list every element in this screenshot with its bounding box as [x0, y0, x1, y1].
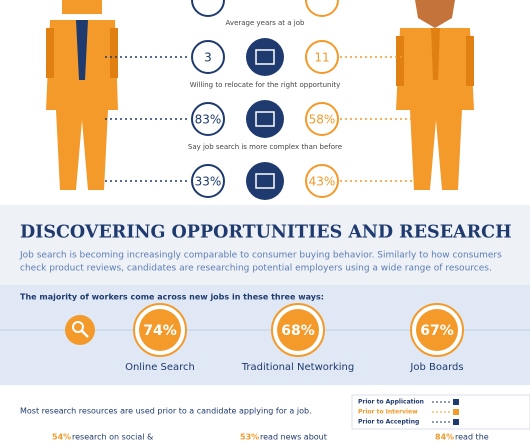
way-value: 74% [143, 323, 177, 339]
way-label: Traditional Networking [241, 362, 354, 373]
right-value: 58% [309, 113, 336, 127]
section-title: DISCOVERING OPPORTUNITIES AND RESEARCH [20, 223, 512, 243]
way-value: 68% [281, 323, 315, 339]
row-label: Willing to relocate for the right opport… [190, 81, 341, 89]
left-circle [191, 40, 225, 74]
right-circle [305, 40, 339, 74]
section-bg [0, 205, 530, 285]
legend-label: Prior to Application [358, 399, 424, 406]
icon-circle [246, 162, 284, 200]
legend-label: Prior to Interview [358, 409, 418, 416]
research-heading: Most research resources are used prior t… [20, 407, 312, 416]
icon [255, 111, 275, 127]
right-circle [305, 102, 339, 136]
left-circle [191, 102, 225, 136]
way-label: Online Search [125, 362, 195, 373]
resource-text: research on social & [72, 433, 153, 442]
way-circle [416, 309, 458, 351]
left-circle [191, 164, 225, 198]
ways-heading: The majority of workers come across new … [20, 293, 324, 302]
cut-circle [305, 0, 339, 17]
way-label: Job Boards [409, 362, 463, 373]
left-value: 83% [195, 113, 222, 127]
left-figure [46, 0, 118, 190]
way-circle [277, 309, 319, 351]
left-value: 33% [195, 175, 222, 189]
right-value: 43% [309, 175, 336, 189]
right-circle [305, 164, 339, 198]
resource-value: 54% [52, 433, 71, 442]
icon [255, 173, 275, 189]
icon [255, 49, 275, 65]
right-value: 11 [314, 51, 329, 65]
row-label: Say job search is more complex than befo… [188, 143, 342, 151]
way-value: 67% [420, 323, 454, 339]
left-value: 3 [204, 51, 212, 65]
legend-swatch [453, 409, 459, 415]
legend-label: Prior to Accepting [358, 419, 419, 426]
intro-line: check product reviews, candidates are re… [20, 264, 492, 274]
row-label: Average years at a job [226, 19, 305, 27]
resource-value: 53% [240, 433, 259, 442]
way-circle [139, 309, 181, 351]
cut-circle [191, 0, 225, 17]
icon-circle [246, 100, 284, 138]
right-figure [396, 0, 474, 190]
resource-value: 84% [435, 433, 454, 442]
resource-text: read the [455, 433, 489, 442]
icon-circle [246, 38, 284, 76]
search-icon [65, 315, 95, 345]
intro-line: Job search is becoming increasingly comp… [19, 251, 502, 261]
resource-text: read news about [260, 433, 327, 442]
legend-swatch [453, 399, 459, 405]
legend-swatch [453, 419, 459, 425]
